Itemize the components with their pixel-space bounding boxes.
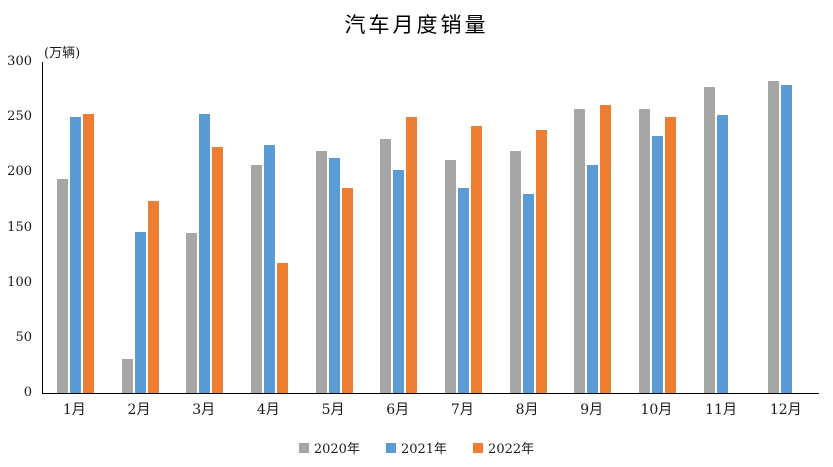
y-tick-50: 50 xyxy=(15,329,32,345)
bar-2020年-2月 xyxy=(121,358,133,393)
legend: 2020年 2021年 2022年 xyxy=(0,438,833,457)
legend-label-2021年: 2021年 xyxy=(400,442,448,457)
bar-2021年-6月 xyxy=(393,170,405,393)
x-label-12月: 12月 xyxy=(769,402,802,418)
y-tick-100: 100 xyxy=(7,274,32,290)
bar-group-7月 xyxy=(431,62,496,393)
y-tick-250: 250 xyxy=(7,109,32,125)
bar-2020年-6月 xyxy=(380,139,392,393)
bar-2020年-12月 xyxy=(768,80,780,393)
chart-title: 汽车月度销量 xyxy=(344,13,489,37)
bar-2021年-8月 xyxy=(522,194,534,393)
x-label-8月: 8月 xyxy=(515,402,539,418)
legend-swatch-2021年 xyxy=(385,442,396,453)
bar-group-9月 xyxy=(560,62,625,393)
bar-group-2月 xyxy=(108,62,173,393)
y-tick-150: 150 xyxy=(7,219,32,235)
legend-swatch-2022年 xyxy=(473,442,484,453)
y-axis-unit-label: (万辆) xyxy=(44,46,81,61)
legend-swatch-2020年 xyxy=(298,442,309,453)
bar-group-6月 xyxy=(366,62,431,393)
bar-group-11月 xyxy=(690,62,755,393)
bar-2022年-9月 xyxy=(600,105,612,393)
bar-2022年-6月 xyxy=(406,117,418,393)
bar-2021年-9月 xyxy=(587,164,599,393)
legend-item-2020年: 2020年 xyxy=(298,438,360,457)
bar-2020年-9月 xyxy=(574,109,586,393)
x-label-2月: 2月 xyxy=(127,402,151,418)
bar-group-1月 xyxy=(43,62,108,393)
x-label-6月: 6月 xyxy=(386,402,410,418)
bar-2022年-2月 xyxy=(147,201,159,393)
bar-group-10月 xyxy=(625,62,690,393)
bar-2021年-12月 xyxy=(781,85,793,393)
bar-2022年-1月 xyxy=(82,113,94,393)
x-label-4月: 4月 xyxy=(256,402,280,418)
bar-group-4月 xyxy=(237,62,302,393)
bar-2022年-4月 xyxy=(276,262,288,393)
bar-2022年-5月 xyxy=(341,187,353,393)
bar-2022年-8月 xyxy=(535,130,547,393)
x-label-11月: 11月 xyxy=(705,402,737,418)
bar-2021年-3月 xyxy=(199,113,211,393)
bar-2020年-5月 xyxy=(315,151,327,393)
bar-2021年-1月 xyxy=(69,117,81,393)
x-label-3月: 3月 xyxy=(192,402,216,418)
x-label-5月: 5月 xyxy=(321,402,345,418)
x-label-1月: 1月 xyxy=(62,402,86,418)
x-axis-labels: 1月 2月 3月 4月 5月 6月 7月 8月 9月 10月 11月 12月 xyxy=(42,399,818,419)
bar-2021年-4月 xyxy=(263,144,275,393)
bar-2020年-7月 xyxy=(444,160,456,393)
bar-2022年-10月 xyxy=(664,117,676,393)
x-label-10月: 10月 xyxy=(640,402,673,418)
bar-2021年-11月 xyxy=(716,115,728,393)
bar-2021年-10月 xyxy=(651,135,663,393)
bar-2020年-8月 xyxy=(509,151,521,393)
bar-2020年-10月 xyxy=(638,109,650,393)
legend-item-2021年: 2021年 xyxy=(385,438,448,457)
x-label-9月: 9月 xyxy=(580,402,604,418)
y-tick-300: 300 xyxy=(7,54,32,69)
bar-2020年-4月 xyxy=(250,164,262,393)
bar-2020年-11月 xyxy=(703,87,715,393)
bar-2022年-7月 xyxy=(470,126,482,393)
bar-group-8月 xyxy=(496,62,561,393)
bar-2022年-3月 xyxy=(212,147,224,393)
bar-group-5月 xyxy=(302,62,367,393)
plot-area xyxy=(42,62,819,394)
bar-2020年-3月 xyxy=(186,233,198,393)
legend-item-2022年: 2022年 xyxy=(473,438,534,457)
bar-group-12月 xyxy=(754,62,819,393)
bar-2021年-5月 xyxy=(328,158,340,393)
bar-2021年-2月 xyxy=(134,231,146,393)
y-tick-0: 0 xyxy=(23,385,32,400)
legend-label-2020年: 2020年 xyxy=(313,442,360,457)
bar-2021年-7月 xyxy=(457,187,469,393)
y-tick-200: 200 xyxy=(7,164,32,180)
x-label-7月: 7月 xyxy=(450,402,474,418)
bar-group-3月 xyxy=(172,62,237,393)
y-axis-tick-labels: 0 50 100 150 200 250 300 xyxy=(0,55,38,400)
legend-label-2022年: 2022年 xyxy=(488,442,535,457)
bar-2020年-1月 xyxy=(56,179,68,393)
